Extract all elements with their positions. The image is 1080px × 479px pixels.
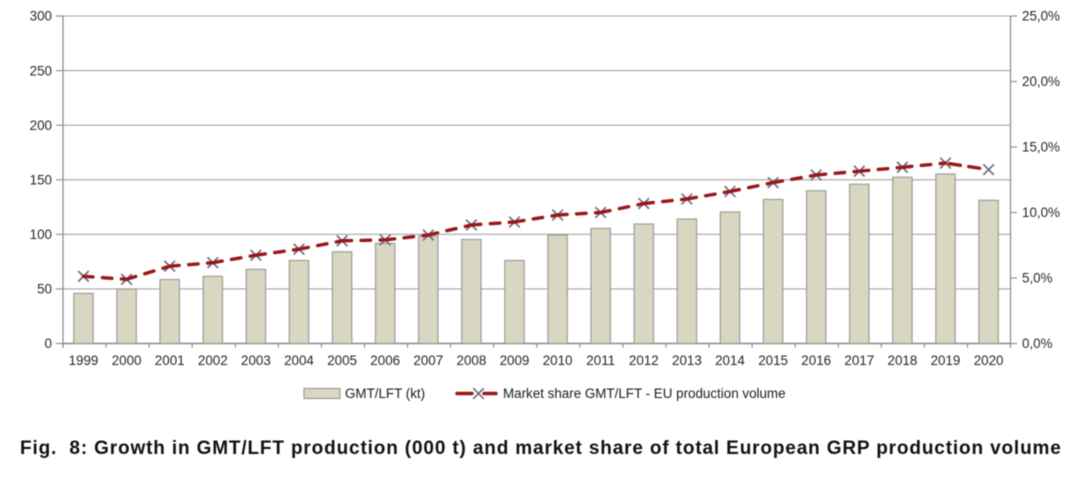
- svg-text:2015: 2015: [758, 353, 788, 368]
- svg-text:1999: 1999: [69, 353, 99, 368]
- svg-text:200: 200: [30, 118, 52, 133]
- svg-text:2011: 2011: [586, 353, 615, 368]
- svg-text:250: 250: [30, 63, 52, 78]
- svg-text:2017: 2017: [844, 353, 874, 368]
- svg-text:25,0%: 25,0%: [1022, 9, 1060, 24]
- svg-text:0,0%: 0,0%: [1022, 336, 1053, 351]
- svg-text:2019: 2019: [931, 353, 961, 368]
- svg-text:2003: 2003: [241, 353, 271, 368]
- svg-text:0: 0: [45, 336, 52, 351]
- svg-text:10,0%: 10,0%: [1022, 205, 1060, 220]
- svg-text:100: 100: [30, 227, 52, 242]
- svg-text:150: 150: [30, 172, 52, 187]
- svg-text:20,0%: 20,0%: [1022, 74, 1060, 89]
- svg-text:2004: 2004: [284, 353, 314, 368]
- svg-text:2012: 2012: [629, 353, 659, 368]
- svg-text:2013: 2013: [672, 353, 702, 368]
- svg-text:2009: 2009: [500, 353, 530, 368]
- svg-text:GMT/LFT (kt): GMT/LFT (kt): [345, 386, 425, 401]
- svg-text:2018: 2018: [888, 353, 918, 368]
- svg-text:Fig. 8: Growth in GMT/LFT pro: Fig. 8: Growth in GMT/LFT production (00…: [20, 438, 1062, 459]
- svg-text:15,0%: 15,0%: [1022, 140, 1060, 155]
- svg-text:2007: 2007: [413, 353, 443, 368]
- svg-text:300: 300: [30, 9, 52, 24]
- svg-text:2016: 2016: [801, 353, 831, 368]
- svg-text:2001: 2001: [155, 353, 185, 368]
- svg-text:2000: 2000: [112, 353, 142, 368]
- svg-text:50: 50: [37, 282, 52, 297]
- svg-text:Market share GMT/LFT - EU prod: Market share GMT/LFT - EU production vol…: [503, 386, 786, 401]
- svg-text:2006: 2006: [370, 353, 400, 368]
- svg-text:5,0%: 5,0%: [1022, 271, 1053, 286]
- svg-text:2014: 2014: [715, 353, 745, 368]
- svg-text:2002: 2002: [198, 353, 228, 368]
- svg-text:2020: 2020: [974, 353, 1004, 368]
- svg-text:2008: 2008: [457, 353, 487, 368]
- svg-text:2010: 2010: [543, 353, 573, 368]
- svg-text:2005: 2005: [327, 353, 357, 368]
